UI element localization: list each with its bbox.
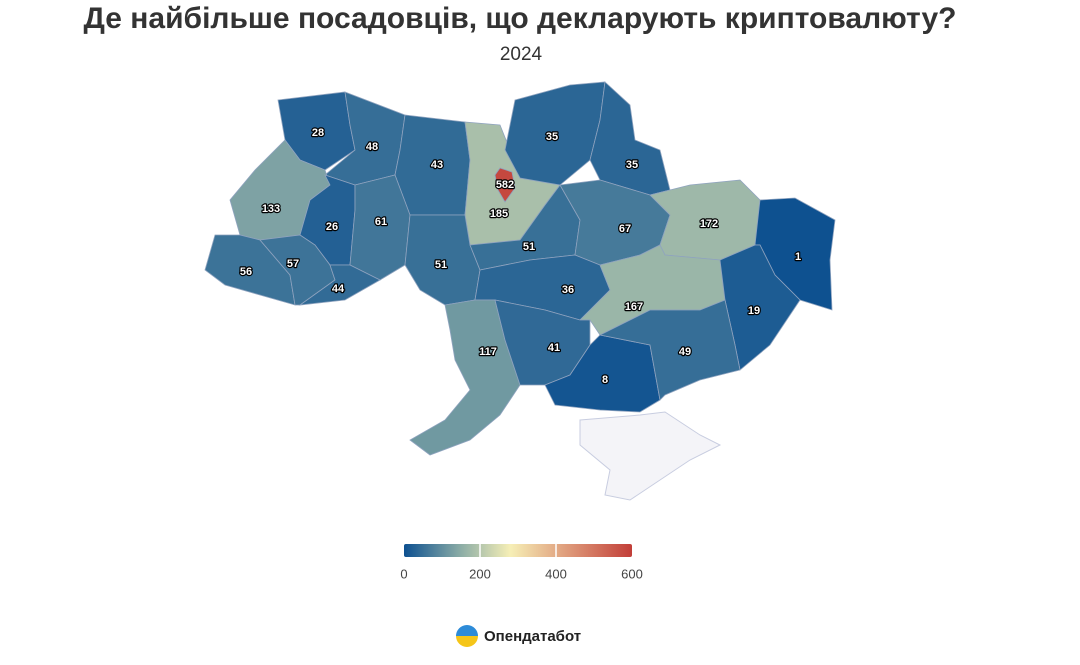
value-labels: 28 48 43 582 185 35 35 133 26 61 51 51 67 172 1 56 57 44 3… [239,126,803,387]
value-label: 185 [490,208,508,220]
value-label: 41 [548,342,560,354]
value-label: 8 [602,374,608,386]
brand-logo [456,625,478,647]
region [349,174,411,281]
value-label: 35 [546,131,558,143]
brand-name: Опендатабот [484,628,581,645]
region [598,299,741,401]
value-label: 43 [431,159,443,171]
region [298,264,381,306]
value-label: 67 [619,223,631,235]
colorbar: 0 200 400 600 [400,544,643,581]
value-label: 26 [326,221,338,233]
colorbar-tick-label: 0 [400,566,407,581]
colorbar-tick-label: 600 [621,566,643,581]
value-label: 36 [562,284,574,296]
value-label: 57 [287,258,299,270]
chart-subtitle: 2024 [500,44,543,65]
value-label: 167 [625,301,643,313]
value-label: 51 [523,241,535,253]
chart-title: Де найбільше посадовців, що декларують к… [84,2,957,35]
value-label: 51 [435,259,447,271]
colorbar-gradient [404,544,632,557]
value-label: 48 [366,141,378,153]
value-label: 28 [312,127,324,139]
value-label: 172 [700,218,718,230]
value-label: 56 [240,266,252,278]
colorbar-tick-label: 200 [469,566,491,581]
value-label: 19 [748,305,760,317]
colorbar-tick-label: 400 [545,566,567,581]
value-label: 44 [332,283,345,295]
value-label: 133 [262,203,280,215]
value-label: 35 [626,159,638,171]
value-label: 582 [496,179,514,191]
region [494,167,516,203]
value-label: 49 [679,346,691,358]
value-label: 61 [375,216,387,228]
crimea [579,411,722,501]
regions [204,81,836,456]
value-label: 117 [479,346,497,358]
value-label: 1 [795,251,801,263]
